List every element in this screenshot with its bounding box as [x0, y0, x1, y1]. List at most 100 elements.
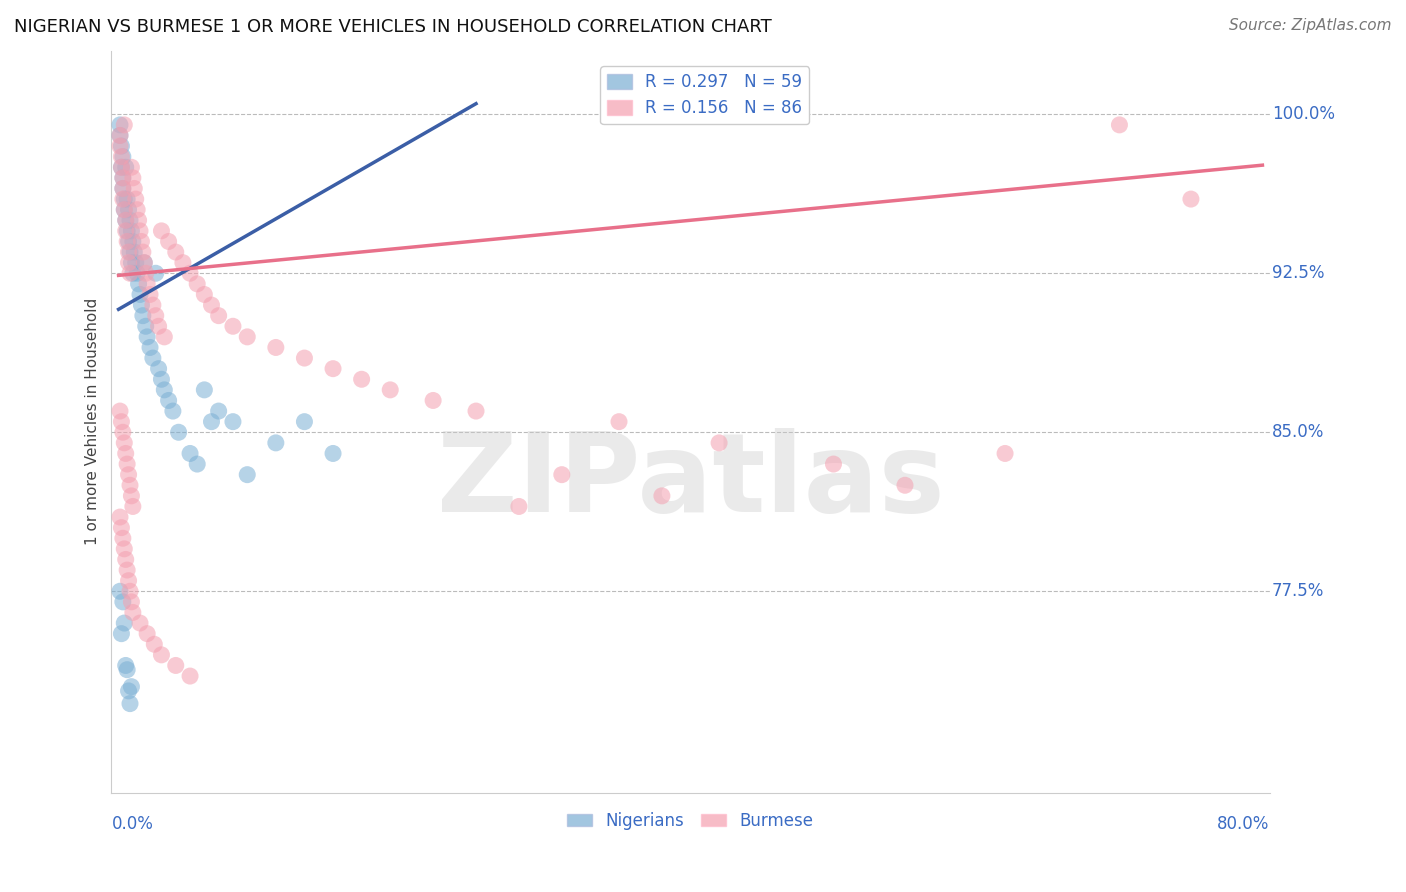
Y-axis label: 1 or more Vehicles in Household: 1 or more Vehicles in Household — [86, 298, 100, 545]
Point — [121, 235, 143, 249]
Point — [707, 435, 730, 450]
Point — [142, 298, 165, 312]
Point — [186, 457, 208, 471]
Point — [117, 684, 139, 698]
Point — [193, 287, 215, 301]
Point — [108, 118, 131, 132]
Point — [110, 150, 132, 164]
Point — [145, 309, 167, 323]
Point — [135, 266, 157, 280]
Point — [110, 626, 132, 640]
Point — [110, 521, 132, 535]
Point — [264, 341, 287, 355]
Point — [129, 615, 152, 630]
Point — [110, 139, 132, 153]
Point — [422, 393, 444, 408]
Point — [131, 298, 153, 312]
Point — [131, 235, 153, 249]
Point — [115, 192, 138, 206]
Point — [118, 245, 141, 260]
Point — [222, 319, 245, 334]
Point — [111, 531, 134, 545]
Point — [1180, 192, 1202, 206]
Point — [162, 404, 184, 418]
Point — [132, 309, 155, 323]
Point — [143, 637, 166, 651]
Point — [125, 255, 148, 269]
Point — [112, 202, 135, 217]
Point — [117, 574, 139, 588]
Point — [111, 192, 134, 206]
Point — [157, 393, 180, 408]
Point — [129, 287, 152, 301]
Legend: Nigerians, Burmese: Nigerians, Burmese — [561, 805, 820, 837]
Text: 0.0%: 0.0% — [111, 815, 153, 833]
Point — [142, 351, 165, 365]
Point — [129, 224, 152, 238]
Point — [172, 255, 194, 269]
Point — [294, 351, 316, 365]
Point — [114, 224, 136, 238]
Point — [118, 584, 141, 599]
Point — [111, 425, 134, 440]
Point — [208, 404, 231, 418]
Point — [115, 235, 138, 249]
Point — [150, 372, 173, 386]
Point — [121, 606, 143, 620]
Text: 92.5%: 92.5% — [1272, 264, 1324, 282]
Point — [186, 277, 208, 291]
Point — [108, 128, 131, 143]
Point — [200, 298, 222, 312]
Point — [124, 245, 146, 260]
Text: Source: ZipAtlas.com: Source: ZipAtlas.com — [1229, 18, 1392, 33]
Point — [108, 584, 131, 599]
Point — [112, 118, 135, 132]
Point — [148, 319, 170, 334]
Point — [114, 658, 136, 673]
Point — [127, 266, 149, 280]
Point — [380, 383, 402, 397]
Point — [128, 277, 150, 291]
Point — [127, 202, 149, 217]
Point — [115, 563, 138, 577]
Point — [111, 170, 134, 185]
Point — [139, 341, 162, 355]
Point — [110, 161, 132, 175]
Point — [153, 330, 176, 344]
Text: ZIPatlas: ZIPatlas — [437, 427, 945, 534]
Point — [139, 287, 162, 301]
Point — [193, 383, 215, 397]
Point — [111, 181, 134, 195]
Point — [165, 245, 187, 260]
Point — [112, 615, 135, 630]
Point — [165, 658, 187, 673]
Point — [114, 161, 136, 175]
Point — [167, 425, 190, 440]
Point — [114, 213, 136, 227]
Point — [179, 266, 201, 280]
Point — [108, 128, 131, 143]
Point — [294, 415, 316, 429]
Point — [128, 213, 150, 227]
Point — [117, 467, 139, 482]
Point — [121, 266, 143, 280]
Point — [148, 361, 170, 376]
Point — [118, 697, 141, 711]
Point — [134, 255, 156, 269]
Point — [111, 595, 134, 609]
Point — [132, 245, 155, 260]
Point — [135, 319, 157, 334]
Point — [112, 192, 135, 206]
Point — [134, 255, 156, 269]
Point — [111, 181, 134, 195]
Point — [118, 478, 141, 492]
Text: 77.5%: 77.5% — [1272, 582, 1324, 600]
Point — [108, 404, 131, 418]
Point — [236, 467, 259, 482]
Point — [120, 489, 142, 503]
Point — [112, 202, 135, 217]
Point — [1108, 118, 1130, 132]
Point — [118, 266, 141, 280]
Point — [136, 330, 159, 344]
Text: NIGERIAN VS BURMESE 1 OR MORE VEHICLES IN HOUSEHOLD CORRELATION CHART: NIGERIAN VS BURMESE 1 OR MORE VEHICLES I… — [14, 18, 772, 36]
